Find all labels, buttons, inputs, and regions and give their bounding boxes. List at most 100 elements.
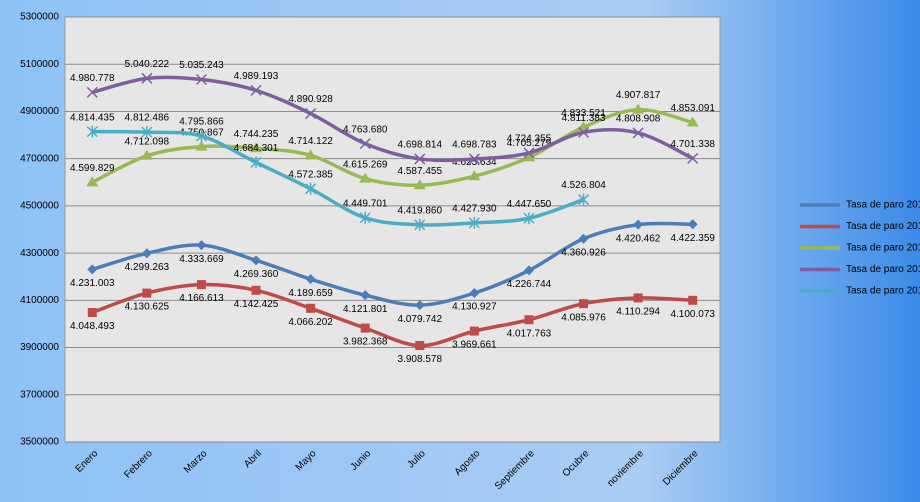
marker bbox=[468, 153, 480, 165]
marker bbox=[414, 218, 426, 231]
data-label: 4.231.003 bbox=[70, 278, 115, 289]
marker bbox=[195, 140, 208, 151]
marker bbox=[632, 103, 645, 114]
marker bbox=[359, 211, 371, 224]
data-label: 4.017.763 bbox=[507, 328, 552, 339]
data-label: 4.795.866 bbox=[179, 117, 224, 128]
marker bbox=[305, 274, 316, 285]
legend-label: Tasa de paro 2014 bbox=[846, 286, 920, 297]
marker bbox=[578, 233, 589, 244]
marker bbox=[687, 152, 699, 164]
data-label: 4.422.359 bbox=[670, 233, 715, 244]
marker bbox=[686, 116, 699, 127]
y-tick-label: 5100000 bbox=[20, 59, 59, 70]
marker bbox=[250, 142, 263, 153]
data-label: 4.763.680 bbox=[343, 124, 388, 135]
legend-label: Tasa de paro 2010 bbox=[846, 221, 920, 232]
marker bbox=[468, 216, 480, 229]
y-tick-label: 3900000 bbox=[20, 342, 59, 353]
marker bbox=[86, 176, 99, 187]
data-label: 4.449.701 bbox=[343, 198, 388, 209]
y-tick-label: 4100000 bbox=[20, 295, 59, 306]
y-tick-label: 3500000 bbox=[20, 437, 59, 448]
data-label: 4.526.804 bbox=[561, 180, 606, 191]
data-label: 4.744.235 bbox=[234, 129, 279, 140]
data-label: 4.890.928 bbox=[288, 94, 333, 105]
marker bbox=[633, 293, 643, 303]
data-label: 4.714.122 bbox=[288, 136, 333, 147]
marker bbox=[250, 84, 262, 96]
marker bbox=[251, 285, 261, 295]
marker bbox=[141, 248, 152, 259]
marker bbox=[86, 125, 98, 138]
plot-area bbox=[64, 16, 721, 443]
data-label: 4.121.801 bbox=[343, 304, 388, 315]
marker bbox=[414, 300, 425, 311]
marker bbox=[687, 219, 698, 230]
series-line bbox=[91, 282, 693, 348]
data-label: 4.110.294 bbox=[616, 307, 660, 318]
data-label: 4.587.455 bbox=[398, 166, 443, 177]
data-label: 3.969.661 bbox=[452, 340, 497, 351]
data-label: 4.812.486 bbox=[125, 113, 170, 124]
data-label: 4.226.744 bbox=[507, 279, 552, 290]
marker bbox=[468, 170, 481, 181]
data-label: 4.360.926 bbox=[561, 247, 606, 258]
marker bbox=[360, 323, 370, 333]
data-label: 4.705.279 bbox=[507, 138, 552, 149]
data-label: 4.833.521 bbox=[561, 108, 606, 119]
marker bbox=[633, 219, 644, 230]
marker bbox=[196, 280, 206, 290]
marker bbox=[140, 149, 153, 160]
data-label: 4.427.930 bbox=[452, 204, 497, 215]
data-label: 4.269.360 bbox=[234, 269, 279, 280]
data-label: 3.982.368 bbox=[343, 337, 388, 348]
marker bbox=[196, 240, 207, 251]
marker bbox=[305, 108, 317, 120]
data-label: 4.085.976 bbox=[561, 312, 606, 323]
marker bbox=[87, 307, 97, 317]
marker bbox=[195, 130, 207, 143]
marker bbox=[688, 295, 698, 305]
data-label: 4.100.073 bbox=[670, 309, 715, 320]
marker bbox=[524, 315, 534, 325]
marker bbox=[413, 179, 426, 190]
data-label: 4.447.650 bbox=[507, 199, 552, 210]
marker bbox=[305, 182, 317, 195]
data-label: 5.035.243 bbox=[179, 60, 224, 71]
data-label: 4.079.742 bbox=[398, 314, 443, 325]
data-label: 4.808.908 bbox=[616, 114, 661, 125]
marker bbox=[632, 127, 644, 139]
data-label: 4.189.659 bbox=[288, 288, 333, 299]
marker bbox=[523, 212, 535, 225]
series-line bbox=[91, 75, 694, 163]
data-label: 4.066.202 bbox=[288, 317, 333, 328]
marker bbox=[87, 264, 98, 275]
marker bbox=[469, 288, 480, 299]
data-label: 4.698.783 bbox=[452, 140, 497, 151]
data-label: 4.701.338 bbox=[670, 139, 715, 150]
data-label: 4.142.425 bbox=[234, 299, 279, 310]
marker bbox=[522, 151, 535, 162]
data-label: 4.299.263 bbox=[125, 262, 170, 273]
marker bbox=[251, 255, 262, 266]
marker bbox=[359, 172, 372, 183]
y-tick-label: 4500000 bbox=[20, 201, 59, 212]
y-tick-label: 4900000 bbox=[20, 106, 59, 117]
data-label: 4.980.778 bbox=[70, 73, 115, 84]
y-tick-label: 4300000 bbox=[20, 248, 59, 259]
data-label: 4.684.301 bbox=[234, 143, 279, 154]
y-tick-label: 5300000 bbox=[20, 12, 59, 23]
series-line bbox=[92, 129, 585, 227]
marker bbox=[469, 326, 479, 336]
data-label: 4.811.383 bbox=[562, 113, 606, 124]
data-label: 4.989.193 bbox=[234, 71, 279, 82]
data-label: 4.419.860 bbox=[398, 205, 443, 216]
data-label: 4.333.669 bbox=[179, 254, 224, 265]
data-label: 4.615.269 bbox=[343, 159, 388, 170]
marker bbox=[414, 153, 426, 165]
data-label: 5.040.222 bbox=[125, 59, 170, 70]
marker bbox=[360, 290, 371, 301]
series-line bbox=[91, 107, 694, 188]
